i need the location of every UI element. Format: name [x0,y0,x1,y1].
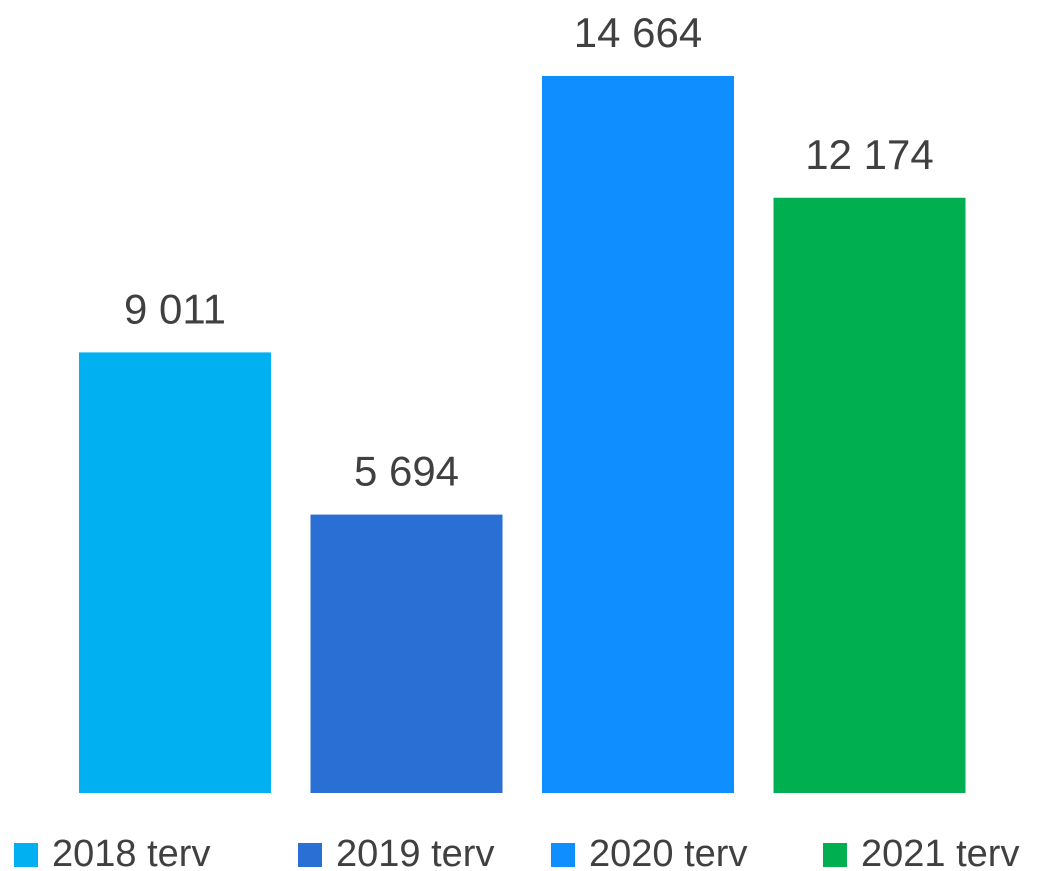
bar [773,197,966,794]
legend-swatch [551,843,575,867]
data-label: 12 174 [805,131,933,178]
data-label: 14 664 [574,9,702,56]
legend-label: 2018 terv [52,833,210,871]
bar [79,352,271,793]
legend-label: 2021 terv [861,833,1019,871]
legend-label: 2019 terv [336,833,494,871]
legend-swatch [298,843,322,867]
data-label: 5 694 [354,448,459,495]
data-label: 9 011 [124,285,226,332]
legend-swatch [14,843,38,867]
legend-swatch [823,843,847,867]
bar [310,514,503,793]
legend-label: 2020 terv [589,833,747,871]
bar [542,76,734,793]
